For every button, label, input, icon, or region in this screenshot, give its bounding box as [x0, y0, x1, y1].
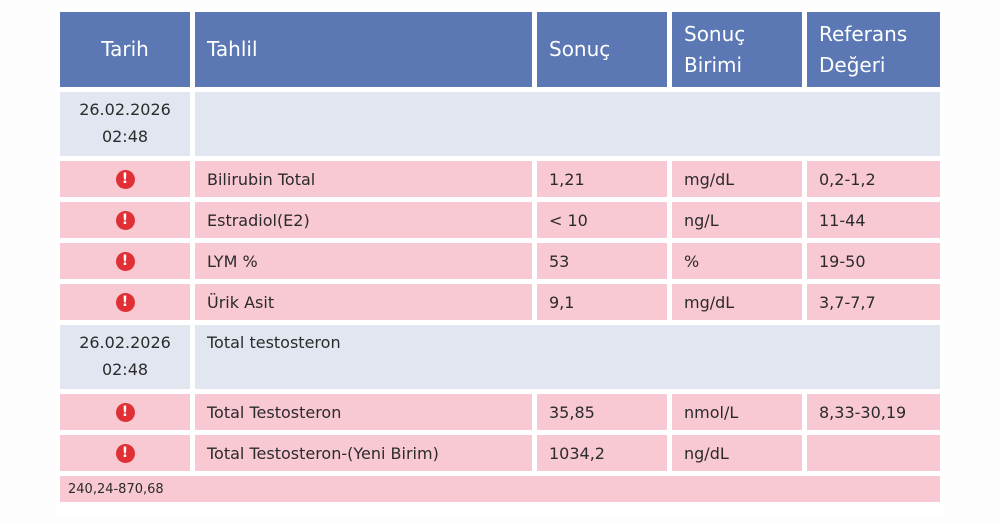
header-unit: Sonuç Birimi — [672, 12, 802, 87]
test-reference: 0,2-1,2 — [807, 161, 940, 197]
group-row: 26.02.2026 02:48 — [60, 92, 940, 156]
test-unit: % — [672, 243, 802, 279]
test-result: < 10 — [537, 202, 667, 238]
group-row: 26.02.2026 02:48 Total testosteron — [60, 325, 940, 389]
result-row[interactable]: ! LYM % 53 % 19-50 — [60, 243, 940, 279]
result-row[interactable]: ! Total Testosteron-(Yeni Birim) 1034,2 … — [60, 435, 940, 471]
header-unit-line2: Birimi — [684, 52, 743, 77]
header-test: Tahlil — [195, 12, 532, 87]
alert-cell: ! — [60, 435, 190, 471]
header-row: Tarih Tahlil Sonuç Sonuç Birimi Referans… — [60, 12, 940, 87]
test-result: 9,1 — [537, 284, 667, 320]
group-time: 02:48 — [101, 127, 149, 146]
test-name: Estradiol(E2) — [195, 202, 532, 238]
test-name: Bilirubin Total — [195, 161, 532, 197]
alert-cell: ! — [60, 394, 190, 430]
test-reference: 8,33-30,19 — [807, 394, 940, 430]
test-unit: nmol/L — [672, 394, 802, 430]
group-date-cell: 26.02.2026 02:48 — [60, 325, 190, 389]
alert-icon: ! — [115, 444, 135, 463]
result-row[interactable]: ! Bilirubin Total 1,21 mg/dL 0,2-1,2 — [60, 161, 940, 197]
test-result: 35,85 — [537, 394, 667, 430]
test-name: Total Testosteron — [195, 394, 532, 430]
alert-cell: ! — [60, 284, 190, 320]
header-date: Tarih — [60, 12, 190, 87]
alert-icon: ! — [115, 252, 135, 271]
test-unit: ng/dL — [672, 435, 802, 471]
reference-note: 240,24-870,68 — [60, 476, 940, 502]
header-unit-line1: Sonuç — [684, 21, 746, 46]
lab-results-panel: Tarih Tahlil Sonuç Sonuç Birimi Referans… — [55, 7, 945, 517]
alert-icon: ! — [115, 211, 135, 230]
test-unit: ng/L — [672, 202, 802, 238]
test-name: LYM % — [195, 243, 532, 279]
alert-icon: ! — [115, 403, 135, 422]
group-date: 26.02.2026 — [79, 333, 171, 352]
test-result: 53 — [537, 243, 667, 279]
alert-cell: ! — [60, 243, 190, 279]
group-date-cell: 26.02.2026 02:48 — [60, 92, 190, 156]
alert-cell: ! — [60, 202, 190, 238]
result-row[interactable]: ! Estradiol(E2) < 10 ng/L 11-44 — [60, 202, 940, 238]
test-result: 1034,2 — [537, 435, 667, 471]
group-title: Total testosteron — [195, 325, 940, 389]
test-result: 1,21 — [537, 161, 667, 197]
alert-icon: ! — [115, 293, 135, 312]
header-reference: Referans Değeri — [807, 12, 940, 87]
test-unit: mg/dL — [672, 284, 802, 320]
header-result: Sonuç — [537, 12, 667, 87]
group-title — [195, 92, 940, 156]
test-name: Ürik Asit — [195, 284, 532, 320]
test-reference: 11-44 — [807, 202, 940, 238]
group-date: 26.02.2026 — [79, 100, 171, 119]
header-ref-line2: Değeri — [819, 52, 886, 77]
alert-icon: ! — [115, 170, 135, 189]
alert-cell: ! — [60, 161, 190, 197]
test-name: Total Testosteron-(Yeni Birim) — [195, 435, 532, 471]
lab-results-table: Tarih Tahlil Sonuç Sonuç Birimi Referans… — [55, 7, 945, 507]
test-unit: mg/dL — [672, 161, 802, 197]
result-row[interactable]: ! Ürik Asit 9,1 mg/dL 3,7-7,7 — [60, 284, 940, 320]
reference-note-row: 240,24-870,68 — [60, 476, 940, 502]
test-reference: 19-50 — [807, 243, 940, 279]
test-reference — [807, 435, 940, 471]
result-row[interactable]: ! Total Testosteron 35,85 nmol/L 8,33-30… — [60, 394, 940, 430]
group-time: 02:48 — [101, 360, 149, 379]
test-reference: 3,7-7,7 — [807, 284, 940, 320]
header-ref-line1: Referans — [819, 21, 908, 46]
